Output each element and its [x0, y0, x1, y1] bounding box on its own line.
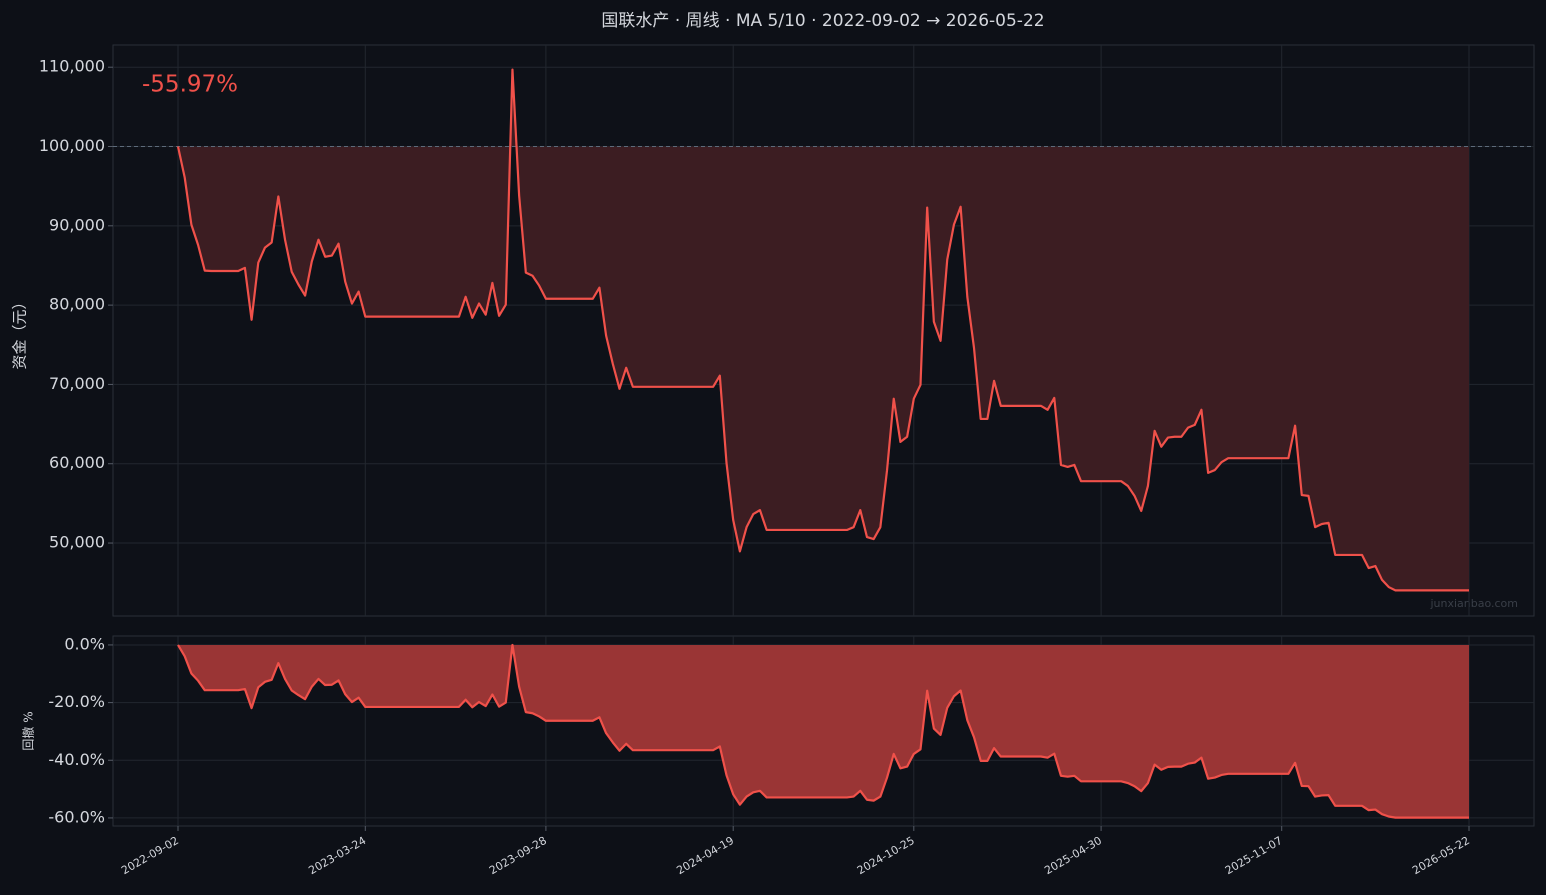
y-tick-label: 80,000 [49, 295, 105, 314]
area-fill [178, 69, 1469, 591]
y-tick-label: -20.0% [48, 692, 105, 711]
y-tick-label: 0.0% [64, 634, 105, 653]
line [177, 643, 1469, 819]
y-axis-label: 资金（元） [11, 294, 29, 369]
y-axis-label: 回撤 % [21, 711, 36, 750]
chart-title: 国联水产 · 周线 · MA 5/10 · 2022-09-02 → 2026-… [601, 11, 1044, 31]
y-tick-label: -60.0% [48, 807, 105, 826]
y-tick-label: 90,000 [49, 215, 105, 234]
y-tick-label: -40.0% [48, 750, 105, 769]
line [176, 68, 1469, 592]
y-tick-label: 110,000 [39, 57, 105, 76]
y-tick-label: 100,000 [39, 136, 105, 155]
watermark: junxianbao.com [1429, 597, 1518, 610]
y-tick-label: 70,000 [49, 374, 105, 393]
y-tick-label: 60,000 [49, 453, 105, 472]
y-tick-label: 50,000 [49, 533, 105, 552]
return-annotation: -55.97% [142, 72, 238, 98]
area-fill [178, 644, 1469, 818]
